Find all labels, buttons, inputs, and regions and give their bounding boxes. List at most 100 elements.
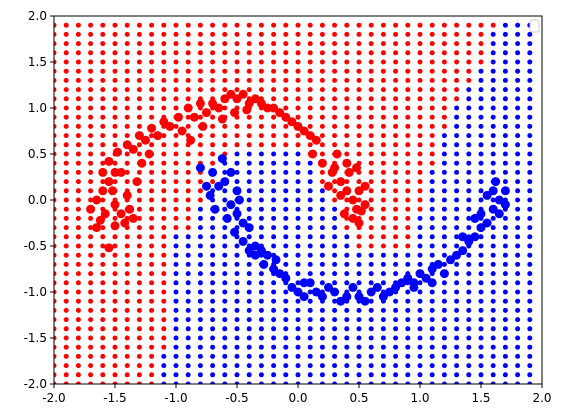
- grid-point: [405, 31, 411, 37]
- grid-point: [454, 169, 460, 175]
- grid-point: [478, 317, 484, 323]
- grid-point: [246, 133, 252, 139]
- grid-point: [429, 197, 435, 203]
- grid-point: [356, 335, 362, 341]
- grid-point: [173, 215, 179, 221]
- grid-point: [466, 31, 472, 37]
- grid-point: [429, 87, 435, 93]
- grid-point: [88, 243, 94, 249]
- grid-point: [466, 381, 472, 384]
- grid-point: [234, 243, 240, 249]
- grid-point: [112, 353, 118, 359]
- grid-point: [197, 271, 203, 277]
- grid-point: [405, 87, 411, 93]
- grid-point: [344, 123, 350, 129]
- grid-point: [441, 326, 447, 332]
- grid-point: [271, 123, 277, 129]
- grid-point: [100, 326, 106, 332]
- grid-point: [271, 234, 277, 240]
- grid-point: [319, 381, 325, 384]
- grid-point: [393, 372, 399, 378]
- grid-point: [441, 363, 447, 369]
- grid-point: [283, 298, 289, 304]
- grid-point: [124, 96, 130, 102]
- grid-point: [307, 215, 313, 221]
- grid-point: [100, 289, 106, 295]
- grid-point: [149, 41, 155, 47]
- grid-point: [466, 326, 472, 332]
- x-tick-label: -0.5: [225, 391, 248, 405]
- grid-point: [344, 261, 350, 267]
- grid-point: [368, 105, 374, 111]
- grid-point: [502, 105, 508, 111]
- grid-point: [417, 31, 423, 37]
- grid-point: [161, 280, 167, 286]
- grid-point: [63, 133, 69, 139]
- grid-point: [161, 68, 167, 74]
- grid-point: [332, 335, 338, 341]
- grid-point: [88, 142, 94, 148]
- grid-point: [393, 261, 399, 267]
- data-point-class0: [339, 209, 349, 219]
- data-point-class1: [458, 246, 468, 256]
- grid-point: [197, 243, 203, 249]
- grid-point: [393, 68, 399, 74]
- grid-point: [478, 50, 484, 56]
- grid-point: [295, 188, 301, 194]
- grid-point: [222, 271, 228, 277]
- grid-point: [75, 363, 81, 369]
- grid-point: [515, 353, 521, 359]
- grid-point: [405, 114, 411, 120]
- data-point-class0: [183, 103, 193, 113]
- grid-point: [88, 105, 94, 111]
- grid-point: [332, 298, 338, 304]
- grid-point: [393, 96, 399, 102]
- data-point-class1: [226, 200, 236, 210]
- data-point-class0: [332, 149, 342, 159]
- grid-point: [405, 179, 411, 185]
- grid-point: [136, 252, 142, 258]
- grid-point: [149, 87, 155, 93]
- grid-point: [63, 105, 69, 111]
- grid-point: [63, 41, 69, 47]
- grid-point: [161, 41, 167, 47]
- grid-point: [222, 59, 228, 65]
- x-tick-label: 1.0: [410, 391, 429, 405]
- grid-point: [197, 142, 203, 148]
- grid-point: [54, 87, 57, 93]
- data-point-class1: [330, 287, 340, 297]
- grid-point: [466, 280, 472, 286]
- grid-point: [429, 151, 435, 157]
- grid-point: [356, 179, 362, 185]
- grid-point: [417, 298, 423, 304]
- grid-point: [441, 77, 447, 83]
- grid-point: [515, 179, 521, 185]
- grid-point: [417, 160, 423, 166]
- data-point-class0: [354, 218, 364, 228]
- grid-point: [283, 372, 289, 378]
- grid-point: [54, 353, 57, 359]
- grid-point: [307, 335, 313, 341]
- grid-point: [54, 123, 57, 129]
- grid-point: [161, 151, 167, 157]
- grid-point: [356, 363, 362, 369]
- grid-point: [502, 22, 508, 28]
- grid-point: [380, 59, 386, 65]
- grid-point: [63, 87, 69, 93]
- grid-point: [258, 206, 264, 212]
- grid-point: [478, 142, 484, 148]
- grid-point: [234, 142, 240, 148]
- grid-point: [527, 197, 533, 203]
- grid-point: [344, 225, 350, 231]
- data-point-class1: [433, 259, 443, 269]
- grid-point: [368, 169, 374, 175]
- grid-point: [136, 317, 142, 323]
- grid-point: [441, 252, 447, 258]
- grid-point: [478, 326, 484, 332]
- grid-point: [197, 133, 203, 139]
- grid-point: [63, 151, 69, 157]
- grid-point: [368, 243, 374, 249]
- grid-point: [344, 344, 350, 350]
- grid-point: [490, 41, 496, 47]
- grid-point: [429, 41, 435, 47]
